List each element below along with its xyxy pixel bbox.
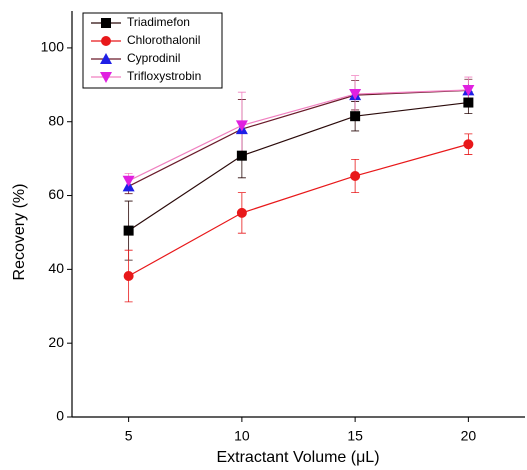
series-line [128, 89, 469, 182]
y-tick-label: 0 [56, 408, 64, 424]
data-point [236, 150, 247, 161]
data-point [350, 170, 361, 181]
data-point [122, 175, 135, 187]
data-point [235, 120, 248, 132]
data-point [463, 139, 474, 150]
data-point [350, 111, 361, 122]
data-point [463, 97, 474, 108]
legend-marker [100, 72, 112, 83]
data-point [349, 89, 362, 101]
data-point [123, 271, 134, 282]
series-line [128, 101, 469, 232]
legend-label: Triadimefon [127, 15, 190, 29]
y-tick-label: 100 [41, 39, 65, 55]
x-tick-label: 15 [347, 428, 363, 444]
y-axis-title: Recovery (%) [11, 184, 28, 281]
legend-label: Trifloxystrobin [127, 69, 201, 83]
data-point [236, 207, 247, 218]
series-line [128, 143, 469, 277]
y-tick-label: 20 [48, 334, 64, 350]
x-tick-label: 10 [234, 428, 250, 444]
x-axis-title: Extractant Volume (μL) [216, 449, 379, 466]
data-point [123, 225, 134, 236]
legend-marker [101, 36, 111, 46]
legend-marker [101, 18, 111, 28]
x-tick-label: 20 [461, 428, 477, 444]
x-tick-label: 5 [125, 428, 133, 444]
legend-label: Cyprodinil [127, 51, 180, 65]
legend-marker [100, 53, 112, 64]
series-line [128, 89, 469, 187]
y-tick-label: 40 [48, 260, 64, 276]
y-tick-label: 80 [48, 112, 64, 128]
data-point [462, 84, 475, 96]
y-tick-label: 60 [48, 186, 64, 202]
legend-label: Chlorothalonil [127, 33, 200, 47]
